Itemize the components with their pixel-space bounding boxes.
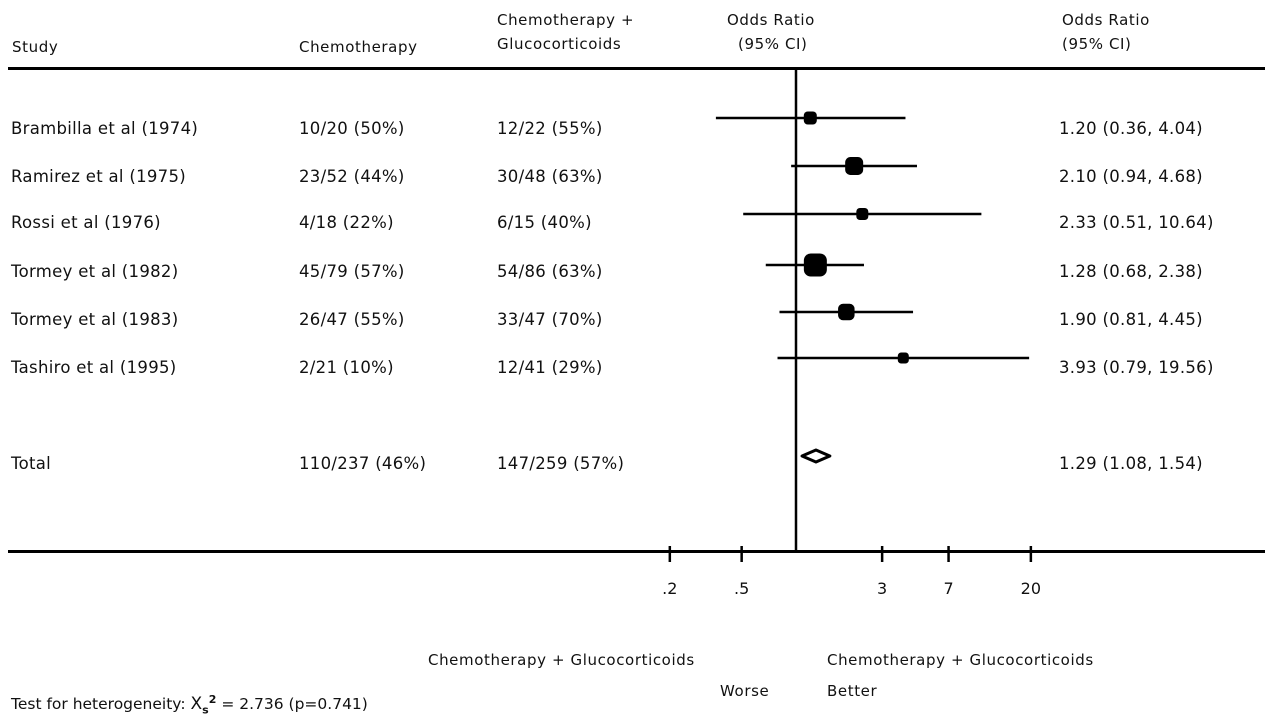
point-estimate-marker	[803, 253, 827, 277]
x-tick-label: .5	[734, 579, 749, 598]
chemo-count: 45/79 (57%)	[299, 262, 405, 281]
left-direction-label-line2: Worse	[720, 682, 770, 700]
header-combo-line2: Glucocorticoids	[497, 35, 622, 53]
orci-value: 2.33 (0.51, 10.64)	[1059, 213, 1214, 232]
heterogeneity-statistic: = 2.736 (p=0.741)	[221, 695, 368, 714]
pooled-diamond	[800, 448, 832, 464]
chemo-count: 4/18 (22%)	[299, 213, 394, 232]
orci-value: 3.93 (0.79, 19.56)	[1059, 358, 1214, 377]
x-tick-label: 3	[877, 579, 887, 598]
header-combo-line1: Chemotherapy +	[497, 11, 635, 29]
axis-rule	[8, 550, 1265, 553]
combo-count: 54/86 (63%)	[497, 262, 603, 281]
heterogeneity-prefix: Test for heterogeneity:	[11, 695, 186, 714]
combo-count: 12/22 (55%)	[497, 119, 603, 138]
orci-value: 1.28 (0.68, 2.38)	[1059, 262, 1203, 281]
study-name: Brambilla et al (1974)	[11, 119, 199, 138]
header-odds-ratio-line1: Odds Ratio	[727, 11, 815, 29]
total-label: Total	[11, 454, 52, 473]
combo-count: 6/15 (40%)	[497, 213, 592, 232]
x-tick-label: .2	[662, 579, 677, 598]
orci-value: 1.90 (0.81, 4.45)	[1059, 310, 1203, 329]
header-odds-ratio-line2: (95% CI)	[738, 35, 808, 53]
right-direction-label-line2: Better	[827, 682, 878, 700]
study-name: Rossi et al (1976)	[11, 213, 161, 232]
right-direction-label-line1: Chemotherapy + Glucocorticoids	[827, 651, 1094, 669]
study-name: Tashiro et al (1995)	[11, 358, 177, 377]
chi-superscript: 2	[208, 693, 217, 706]
chi-subscript: s	[202, 703, 209, 717]
chemo-count: 26/47 (55%)	[299, 310, 405, 329]
chemo-count: 10/20 (50%)	[299, 119, 405, 138]
total-chemo-count: 110/237 (46%)	[299, 454, 427, 473]
heterogeneity-test: Test for heterogeneity: Xs2 = 2.736 (p=0…	[11, 690, 368, 720]
point-estimate-marker	[845, 157, 864, 175]
combo-count: 12/41 (29%)	[497, 358, 603, 377]
header-chemotherapy: Chemotherapy	[299, 38, 418, 56]
study-name: Ramirez et al (1975)	[11, 167, 187, 186]
chemo-count: 23/52 (44%)	[299, 167, 405, 186]
chemo-count: 2/21 (10%)	[299, 358, 394, 377]
orci-value: 2.10 (0.94, 4.68)	[1059, 167, 1203, 186]
x-tick-label: 20	[1021, 579, 1041, 598]
point-estimate-marker	[838, 303, 855, 321]
combo-count: 33/47 (70%)	[497, 310, 603, 329]
combo-count: 30/48 (63%)	[497, 167, 603, 186]
study-name: Tormey et al (1982)	[11, 262, 179, 281]
study-name: Tormey et al (1983)	[11, 310, 179, 329]
header-orci-line2: (95% CI)	[1062, 35, 1132, 53]
x-tick-label: 7	[943, 579, 953, 598]
point-estimate-marker	[856, 208, 869, 220]
left-direction-label-line1: Chemotherapy + Glucocorticoids	[428, 651, 695, 669]
point-estimate-marker	[803, 111, 817, 125]
header-study: Study	[12, 38, 59, 56]
header-rule	[8, 67, 1265, 70]
header-orci-line1: Odds Ratio	[1062, 11, 1150, 29]
orci-value: 1.20 (0.36, 4.04)	[1059, 119, 1203, 138]
total-combo-count: 147/259 (57%)	[497, 454, 625, 473]
chi-symbol: X	[190, 694, 203, 715]
point-estimate-marker	[897, 352, 909, 364]
total-orci-value: 1.29 (1.08, 1.54)	[1059, 454, 1203, 473]
